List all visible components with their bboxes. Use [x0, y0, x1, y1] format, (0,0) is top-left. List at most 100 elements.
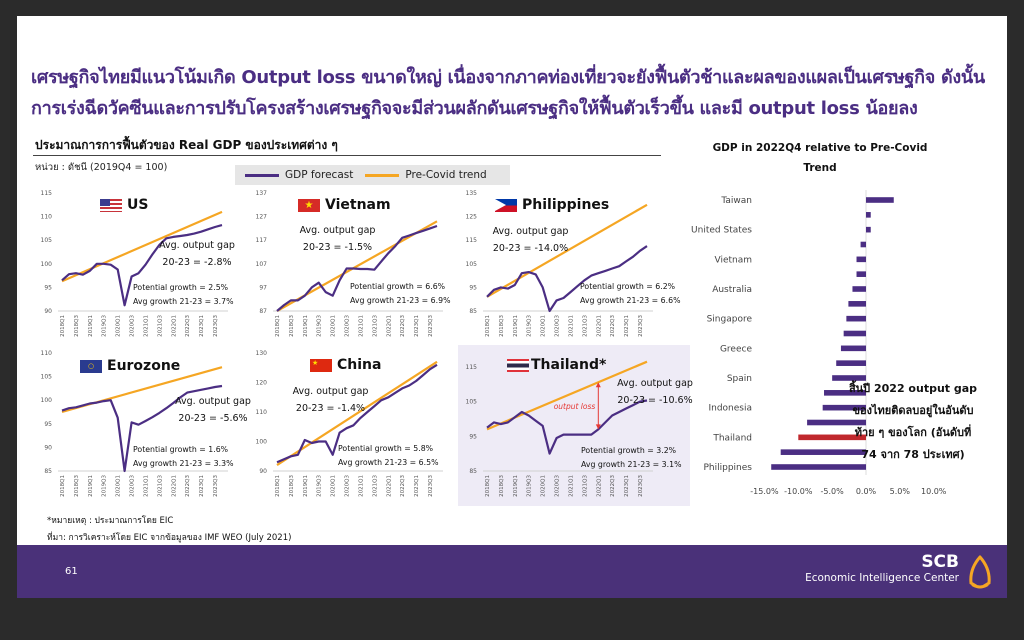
x-tick-label: 2023Q1	[199, 315, 205, 337]
x-tick-label: 2021Q3	[157, 315, 163, 337]
x-tick-label: 2023Q3	[428, 475, 434, 497]
chart-title: ★ Vietnam	[298, 197, 391, 213]
category-label: United States	[691, 226, 752, 236]
vietnam-flag-icon: ★	[298, 198, 320, 212]
x-tick-label: 2020Q3	[345, 315, 351, 337]
x-tick-label: 2019Q3	[102, 315, 108, 337]
bar-unlabeled	[836, 360, 866, 366]
x-tick-label: 2018Q1	[485, 475, 491, 497]
potential-growth: Potential growth = 6.2%	[580, 282, 676, 291]
chart-title: ★ China	[310, 357, 381, 373]
gdp-forecast-line	[486, 245, 648, 313]
x-tick-label: 2019Q1	[88, 315, 94, 337]
china-flag-icon: ★	[310, 358, 332, 372]
x-tick-label: 2018Q3	[289, 475, 295, 497]
x-tick-label: 2020Q3	[345, 475, 351, 497]
y-tick-label: 137	[256, 190, 268, 197]
y-tick-label: 115	[41, 190, 53, 197]
line-plot: 90 100 110 120 130 2018Q1 2018Q3 2019Q1 2019Q3 20…	[256, 350, 443, 497]
y-tick-label: 85	[469, 468, 477, 475]
x-tick-label: 2019Q1	[88, 475, 94, 497]
legend-pre-covid-trend: Pre-Covid trend	[365, 169, 487, 181]
chart-title: Thailand*	[507, 357, 606, 373]
bar-thailand	[798, 434, 866, 441]
x-tick-label: 2023Q3	[638, 315, 644, 337]
bar-united-states	[866, 226, 871, 233]
category-label: Singapore	[707, 315, 753, 325]
x-tick-label: 2019Q1	[303, 315, 309, 337]
x-tick-label: 2021Q3	[372, 475, 378, 497]
gap-label: Avg. output gap	[299, 225, 376, 236]
category-label: Philippines	[704, 463, 753, 473]
x-tick-label: 2023Q1	[624, 315, 630, 337]
x-tick-label: 2023Q1	[199, 475, 205, 497]
y-tick-label: 115	[466, 364, 478, 371]
growth-annotation: Potential growth = 1.6% Avg growth 21-23 …	[133, 443, 233, 471]
x-tick-label: 2022Q1	[386, 315, 392, 337]
y-tick-label: 110	[41, 350, 53, 357]
avg-growth: Avg growth 21-23 = 3.1%	[581, 460, 682, 469]
legend-label: Pre-Covid trend	[405, 169, 487, 181]
output-gap-annotation: Avg. output gap 20-23 = -14.0%	[483, 223, 578, 257]
x-tick-label: 2019Q1	[303, 475, 309, 497]
line-plot: 85 90 95 100 105 110 2018Q1 2018Q3 2019Q1 2019Q3 2…	[41, 350, 228, 497]
growth-annotation: Potential growth = 5.8% Avg growth 21-23 …	[338, 442, 438, 470]
legend-label: GDP forecast	[285, 169, 354, 181]
y-tick-label: 97	[259, 284, 267, 291]
section-subtitle: ประมาณการการฟื้นตัวของ Real GDP ของประเท…	[35, 138, 338, 152]
chart-title: ○ Eurozone	[80, 358, 180, 374]
category-label: Vietnam	[714, 255, 752, 265]
legend-swatch	[245, 173, 279, 177]
y-tick-label: 95	[469, 284, 477, 291]
y-tick-label: 90	[44, 308, 52, 315]
x-tick-label: 2019Q3	[527, 315, 533, 337]
gdp-forecast-line	[276, 224, 438, 312]
x-tick-label: 2021Q3	[157, 475, 163, 497]
x-tick-label: 2019Q1	[513, 475, 519, 497]
y-tick-label: 127	[256, 214, 268, 221]
x-tick-label: 2018Q3	[499, 475, 505, 497]
bar-title-line: GDP in 2022Q4 relative to Pre-Covid	[712, 142, 928, 154]
bar-unlabeled	[856, 271, 866, 277]
y-tick-label: 95	[469, 433, 477, 440]
x-tick-label: 2021Q1	[143, 315, 149, 337]
output-gap-annotation: Avg. output gap 20-23 = -1.4%	[283, 383, 378, 417]
bar-vietnam	[856, 256, 866, 263]
divider	[33, 155, 661, 156]
brand-name: SCB	[921, 552, 959, 572]
x-tick-label: 2020Q1	[116, 475, 122, 497]
x-tick-label: 2018Q3	[289, 315, 295, 337]
y-tick-label: 95	[44, 421, 52, 428]
bar-unlabeled	[824, 390, 866, 396]
chart-china: 90 100 110 120 130 2018Q1 2018Q3 2019Q1 2019Q3 20…	[245, 345, 460, 505]
x-tick-label: 2022Q3	[400, 475, 406, 497]
gdp-forecast-line	[276, 363, 438, 464]
legend-swatch	[365, 173, 400, 177]
arrow-head-up	[595, 382, 601, 388]
bar-unlabeled	[866, 212, 871, 218]
line-plot: 85 95 105 115 125 135 2018Q1 2018Q3 2019Q1 2019Q3…	[466, 190, 653, 337]
growth-annotation: Potential growth = 6.6% Avg growth 21-23 …	[350, 280, 450, 308]
y-tick-label: 85	[44, 468, 52, 475]
output-gap-annotation: Avg. output gap 20-23 = -5.6%	[168, 393, 258, 427]
chart-title-text: Philippines	[522, 197, 610, 213]
chart-title: Philippines	[495, 197, 609, 213]
philippines-flag-icon	[495, 198, 517, 212]
x-tick-label: 2018Q1	[485, 315, 491, 337]
bar-unlabeled	[848, 301, 866, 307]
y-tick-label: 105	[466, 399, 478, 406]
bar-australia	[852, 286, 866, 292]
x-tick-label: 2022Q3	[610, 475, 616, 497]
x-tick-label: 2018Q1	[60, 475, 66, 497]
us-flag-icon	[100, 198, 122, 212]
line-plot: 87 97 107 117 127 137 2018Q1 2018Q3 2019Q1 2019Q3…	[256, 190, 443, 337]
x-tick-label: 2022Q3	[185, 315, 191, 337]
potential-growth: Potential growth = 2.5%	[133, 283, 229, 292]
chart-title-text: US	[127, 197, 149, 213]
gap-label: Avg. output gap	[292, 386, 369, 397]
avg-growth: Avg growth 21-23 = 3.7%	[133, 297, 234, 306]
x-tick-label: 2018Q3	[74, 315, 80, 337]
slide: เศรษฐกิจไทยมีแนวโน้มเกิด Output loss ขนา…	[17, 16, 1007, 598]
brand-subtitle: Economic Intelligence Center	[805, 572, 959, 584]
y-tick-label: 105	[41, 374, 53, 381]
